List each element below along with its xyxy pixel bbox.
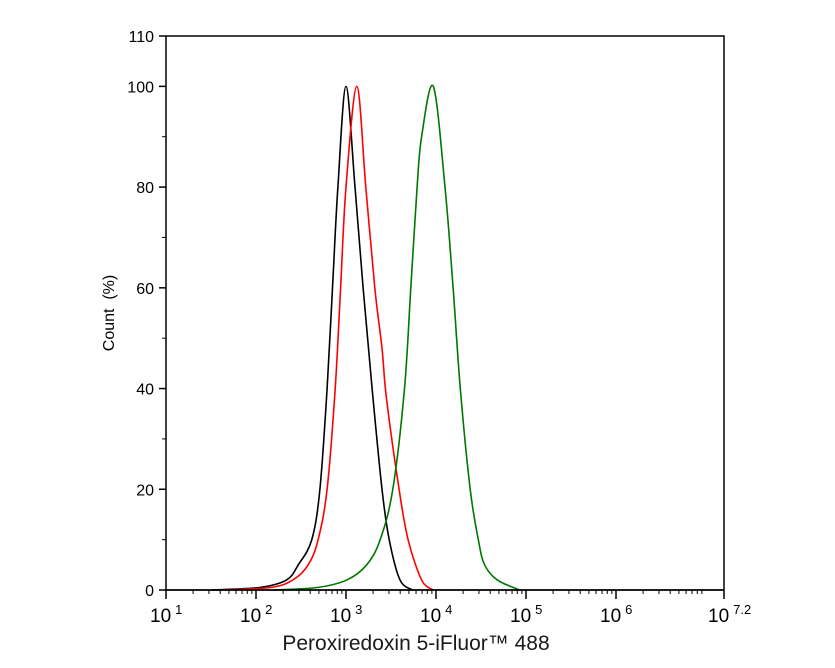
histogram-series-2: [219, 85, 434, 591]
histogram-series-3: [273, 84, 521, 591]
y-tick-label: 80: [136, 180, 154, 197]
x-tick-label: 10 6: [600, 602, 632, 627]
y-tick-label: 40: [136, 382, 154, 399]
plot-frame: [165, 35, 725, 591]
y-axis: 0 20 40 60 80 100 110: [127, 29, 166, 600]
y-tick-label: 100: [127, 79, 154, 96]
x-tick-label: 10 4: [420, 602, 452, 627]
x-tick-label: 10 7.2: [708, 602, 751, 627]
x-axis-label: Peroxiredoxin 5-iFluor™ 488: [282, 632, 549, 655]
x-tick-label: 10 1: [150, 602, 182, 627]
y-tick-label: 0: [145, 583, 154, 600]
y-tick-label: 110: [128, 29, 154, 46]
histogram-series-1: [210, 85, 414, 591]
x-tick-label: 10 5: [510, 602, 542, 627]
series-group: [210, 84, 521, 591]
y-tick-label: 20: [136, 482, 154, 499]
y-axis-label: Count (%): [101, 275, 118, 351]
x-tick-label: 10 3: [330, 602, 362, 627]
x-tick-label: 10 2: [240, 602, 272, 627]
x-axis: 10 1 10 2 10 3 10 4 10 5 10 6 10 7.2: [150, 589, 751, 627]
y-tick-label: 60: [136, 281, 154, 298]
